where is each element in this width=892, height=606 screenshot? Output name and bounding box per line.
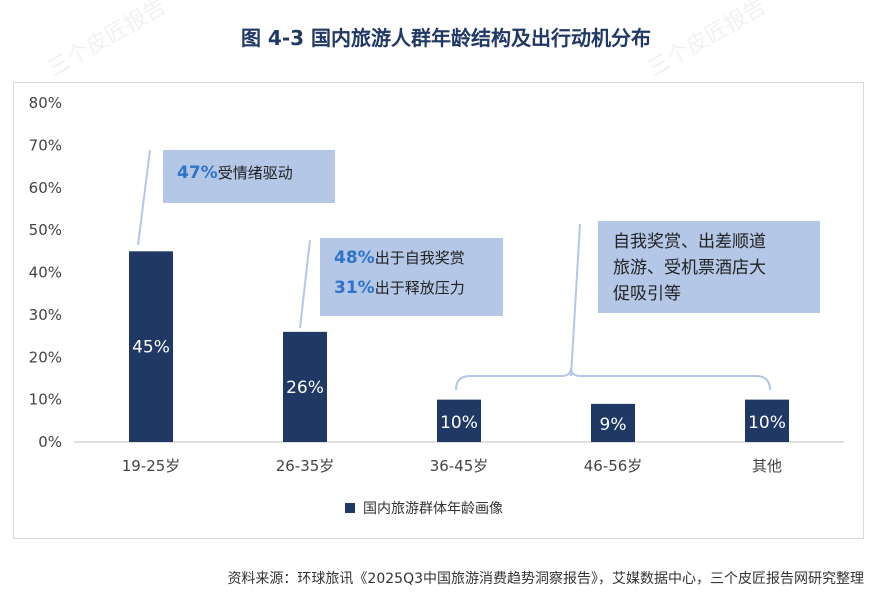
chart-legend: 国内旅游群体年龄画像: [345, 498, 503, 518]
y-tick-label: 40%: [29, 264, 62, 282]
bar-data-label: 26%: [286, 378, 324, 398]
callout-age-19-25: 47%受情绪驱动: [163, 150, 335, 203]
bar-data-label: 10%: [748, 413, 786, 433]
legend-swatch: [345, 503, 355, 513]
callout-pct: 47%: [177, 163, 218, 183]
group-bracket: [455, 367, 771, 391]
x-tick-label: 其他: [752, 457, 782, 475]
callout-text: 出于释放压力: [374, 279, 465, 297]
callout-pct: 31%: [334, 278, 375, 298]
page-title: 图 4-3 国内旅游人群年龄结构及出行动机分布: [240, 26, 652, 50]
chart-frame: [13, 82, 864, 539]
y-tick-label: 20%: [29, 348, 62, 366]
callout-pct: 48%: [334, 248, 375, 268]
y-tick-label: 70%: [29, 136, 62, 154]
callout-text: 促吸引等: [613, 284, 681, 304]
callout-text: 自我奖赏、出差顺道: [613, 232, 766, 252]
callout-connector: [137, 149, 151, 246]
callout-other-groups: 自我奖赏、出差顺道 旅游、受机票酒店大 促吸引等: [598, 221, 820, 313]
bar: [745, 399, 789, 442]
bar: [437, 399, 481, 442]
y-tick-label: 10%: [29, 391, 62, 409]
y-tick-label: 30%: [29, 306, 62, 324]
callout-connector: [570, 223, 581, 377]
bar-data-label: 45%: [132, 338, 170, 358]
bar: [283, 331, 327, 442]
bar-data-label: 10%: [440, 413, 478, 433]
x-tick-label: 46-56岁: [584, 457, 643, 475]
bar: [129, 251, 173, 442]
callout-age-26-35: 48%出于自我奖赏 31%出于释放压力: [320, 238, 503, 316]
y-tick-label: 50%: [29, 221, 62, 239]
y-tick-label: 80%: [29, 94, 62, 112]
x-tick-label: 19-25岁: [122, 457, 181, 475]
y-tick-label: 60%: [29, 179, 62, 197]
callout-text: 出于自我奖赏: [374, 249, 465, 267]
x-tick-label: 36-45岁: [430, 457, 489, 475]
x-tick-label: 26-35岁: [276, 457, 335, 475]
callout-connector: [299, 239, 311, 329]
bar: [591, 403, 635, 442]
source-note: 资料来源：环球旅讯《2025Q3中国旅游消费趋势洞察报告》，艾媒数据中心，三个皮…: [227, 571, 864, 587]
y-tick-label: 0%: [38, 433, 62, 451]
callout-text: 旅游、受机票酒店大: [613, 258, 766, 278]
bar-data-label: 9%: [600, 415, 627, 435]
legend-label: 国内旅游群体年龄画像: [363, 501, 503, 517]
callout-text: 受情绪驱动: [217, 164, 293, 182]
